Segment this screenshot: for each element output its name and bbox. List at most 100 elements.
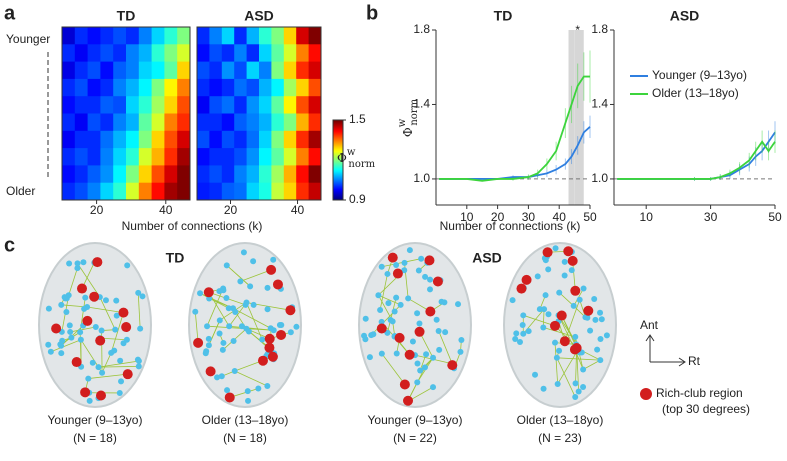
brain-node — [526, 328, 532, 334]
heatmap-cell — [197, 96, 210, 114]
brain-node — [68, 335, 74, 341]
heatmap-cell — [113, 27, 126, 45]
brain-node — [562, 259, 568, 265]
heatmap-cell — [100, 165, 113, 183]
heatmap-cell — [197, 114, 210, 132]
symbol-sup: w — [347, 147, 356, 158]
brain-node — [124, 262, 130, 268]
heatmap-cell — [234, 165, 247, 183]
brain-node — [520, 322, 526, 328]
rich-club-node — [276, 330, 286, 340]
brain-node — [226, 323, 232, 329]
heatmap-cell — [222, 148, 235, 166]
brain-node — [232, 309, 238, 315]
heatmap-cell — [126, 148, 139, 166]
significance-star: * — [575, 23, 580, 37]
heatmap-cell — [197, 165, 210, 183]
brain-node — [458, 337, 464, 343]
legend-label: Rich-club region — [656, 386, 743, 400]
heatmap-cell — [222, 27, 235, 45]
heatmap-cell — [309, 79, 322, 97]
heatmap-cell — [247, 96, 260, 114]
heatmap-cell — [152, 165, 165, 183]
rich-club-node — [95, 336, 105, 346]
brain-node — [581, 285, 587, 291]
brain-node — [390, 318, 396, 324]
heatmap-cell — [139, 96, 152, 114]
heatmap-cell — [284, 79, 297, 97]
heatmap-cell — [177, 27, 190, 45]
brain-node — [251, 302, 257, 308]
rich-club-node — [72, 357, 82, 367]
orientation-arrows — [646, 335, 685, 366]
rich-club-node — [89, 292, 99, 302]
legend-label: Older (13–18yo) — [652, 86, 739, 100]
heatmap-cell — [222, 62, 235, 80]
brain-node — [58, 350, 64, 356]
heatmap-cell — [177, 96, 190, 114]
heatmap-cell — [177, 79, 190, 97]
brain-node — [241, 249, 247, 255]
heatmap-cell — [164, 44, 177, 62]
heatmap-cell — [113, 183, 126, 201]
rich-club-node — [516, 284, 526, 294]
heatmap-cell — [75, 131, 88, 149]
rich-club-node — [400, 379, 410, 389]
heatmap-cell — [88, 96, 101, 114]
brain-node — [203, 350, 209, 356]
brain-node — [375, 292, 381, 298]
heatmap-cell — [100, 114, 113, 132]
brain-node — [226, 305, 232, 311]
brain-node — [204, 323, 210, 329]
heatmap-cell — [271, 96, 284, 114]
brain-node — [416, 321, 422, 327]
brain-node — [402, 260, 408, 266]
brain-node — [422, 364, 428, 370]
rich-club-node — [415, 327, 425, 337]
series-line — [439, 127, 590, 179]
heatmap-cell — [139, 44, 152, 62]
heatmap-cell — [139, 148, 152, 166]
rich-club-node — [425, 307, 435, 317]
heatmap-cell — [197, 27, 210, 45]
brain-node — [385, 300, 391, 306]
rich-club-node — [204, 287, 214, 297]
y-tick-label: 1.4 — [591, 97, 608, 111]
heatmap-cell — [234, 131, 247, 149]
heatmap-cell — [197, 44, 210, 62]
x-tick-label: 40 — [553, 210, 567, 224]
brain-node — [58, 302, 64, 308]
brain-node — [572, 394, 578, 400]
rich-club-node — [560, 336, 570, 346]
brain-node — [414, 310, 420, 316]
heatmap-cell — [164, 27, 177, 45]
heatmap-cell — [209, 165, 222, 183]
heatmap-cell — [100, 131, 113, 149]
brain-node — [66, 261, 72, 267]
brain-node — [554, 355, 560, 361]
chart-title: ASD — [670, 8, 700, 24]
heatmap-cell — [209, 79, 222, 97]
brain-node — [597, 310, 603, 316]
heatmap-cell — [75, 183, 88, 201]
heatmap-cell — [209, 62, 222, 80]
brain-node — [393, 262, 399, 268]
y-tick-label: 1.0 — [591, 171, 608, 185]
symbol-sup: w — [397, 118, 408, 127]
axis-symbol: Φwnorm — [397, 98, 420, 137]
heatmap-cell — [309, 131, 322, 149]
rich-club-node — [395, 333, 405, 343]
brain-node — [93, 324, 99, 330]
brain-node — [599, 316, 605, 322]
row-label: Older — [6, 184, 35, 198]
heatmap-cell — [113, 131, 126, 149]
heatmap-cell — [309, 27, 322, 45]
heatmap-cell — [234, 183, 247, 201]
heatmap-cell — [126, 44, 139, 62]
heatmap-cell — [88, 148, 101, 166]
brain-node — [108, 350, 114, 356]
heatmap-cell — [271, 183, 284, 201]
rich-club-node — [568, 256, 578, 266]
brain-node — [576, 389, 582, 395]
heatmap-cell — [222, 96, 235, 114]
